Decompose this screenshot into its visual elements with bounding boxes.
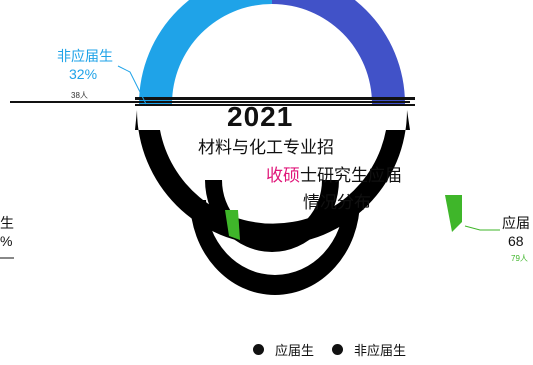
legend-item-non-graduating[interactable]: 非应届生 [332,340,406,359]
leader-line-graduating [464,225,500,231]
glitch-band [135,97,415,100]
chart-title-line1: 材料与化工专业招 [198,138,334,157]
chart-title-highlight: 收硕 [266,166,300,185]
chart-title-line3: 情况分布 [303,193,371,212]
green-marker-right [445,195,462,232]
leader-line-non-graduating [117,65,147,105]
slice-count-graduating: 79人 [511,254,528,263]
slice-percent-graduating: 68 [508,233,524,249]
green-marker-left [225,210,240,240]
legend-dot-icon [253,344,264,355]
slice-percent-non-graduating: 32% [69,66,98,82]
chart-title-line2-rest: 士研究生应届 [300,166,402,185]
slice-label-left-clipped: 生 [0,215,14,231]
slice-label-graduating: 应届 [502,215,530,231]
arc-segment-non-graduating [139,0,272,104]
ring-bottom-dark [190,200,360,295]
chart-title-line2: 收硕士研究生应届 [266,161,402,186]
slice-count-non-graduating: 38人 [71,91,88,100]
legend-item-graduating[interactable]: 应届生 [253,340,314,359]
legend: 应届生 非应届生 [253,340,424,359]
legend-label: 应届生 [275,343,315,358]
glitch-band [10,101,410,103]
slice-percent-left-clipped: % [0,233,13,249]
chart-title-year: 2021 [227,101,294,132]
glitch-band [135,104,415,106]
slice-label-non-graduating: 非应届生 [57,48,113,64]
legend-dot-icon [332,344,344,355]
legend-label: 非应届生 [354,343,407,358]
arc-segment-graduating [272,0,405,104]
